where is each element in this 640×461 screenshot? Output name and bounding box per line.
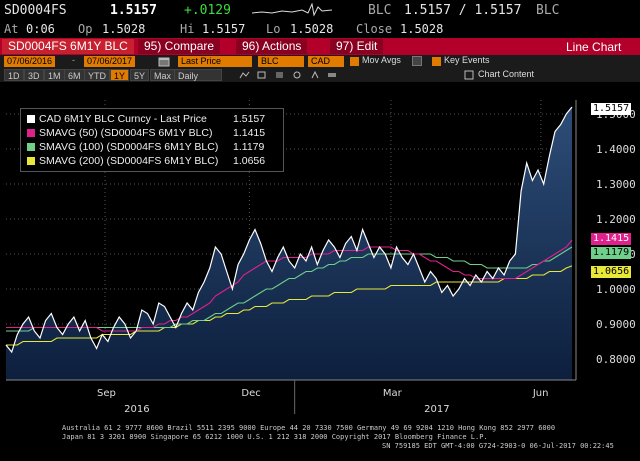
field-select[interactable]: Last Price: [178, 56, 252, 67]
legend-value: 1.0656: [233, 155, 266, 167]
series-line-price: [5, 106, 573, 354]
end-date-input[interactable]: 07/06/2017: [84, 56, 136, 67]
source-label: BLC: [368, 3, 392, 18]
price-tag: 1.0656: [591, 266, 632, 279]
series-line-sma50: [6, 239, 573, 332]
period-1d[interactable]: 1D: [4, 69, 24, 81]
high-label: Hi: [180, 22, 195, 36]
legend-item-sma50: SMAVG (50) (SD0004FS 6M1Y BLC) 1.1415: [27, 126, 265, 140]
key-events-label: Key Events: [444, 55, 490, 65]
legend-value: 1.1415: [233, 127, 266, 139]
legend-label: CAD 6M1Y BLC Curncy - Last Price: [39, 113, 207, 125]
x-tick-label: Dec: [241, 388, 260, 399]
price-area-fill: [6, 107, 572, 380]
legend-value: 1.1179: [233, 141, 265, 153]
x-tick-label: Sep: [97, 388, 116, 399]
y-tick-label: 0.9000: [596, 318, 636, 331]
series-line-sma200: [6, 265, 573, 346]
legend-swatch: [27, 115, 35, 124]
legend-label: SMAVG (200) (SD0004FS 6M1Y BLC): [39, 155, 219, 167]
chart-legend: CAD 6M1Y BLC Curncy - Last Price 1.5157 …: [20, 108, 284, 172]
actions-button[interactable]: 96) Actions: [236, 39, 308, 54]
legend-swatch: [27, 129, 35, 138]
ticker-symbol: SD0004FS: [4, 3, 67, 18]
y-tick-label: 1.2000: [596, 213, 636, 226]
currency-select[interactable]: CAD: [308, 56, 344, 67]
chart-tools-icons[interactable]: [238, 70, 338, 80]
security-field[interactable]: SD0004FS 6M1Y BLC: [2, 39, 134, 54]
price-change: +.0129: [184, 3, 231, 18]
y-tick-label: 0.8000: [596, 353, 636, 366]
chart-content-icon[interactable]: [464, 70, 474, 80]
date-separator: -: [72, 55, 75, 65]
at-label: At: [4, 22, 19, 36]
period-1m[interactable]: 1M: [44, 69, 65, 81]
series-lines: [5, 106, 573, 354]
source-label-2: BLC: [536, 3, 560, 18]
price-tag: 1.5157: [591, 102, 632, 115]
price-tag: 1.1415: [591, 233, 632, 246]
sparkline-icon: [252, 3, 332, 17]
mov-avgs-checkbox[interactable]: [350, 57, 359, 66]
x-tick-label: Mar: [383, 388, 403, 399]
low-label: Lo: [266, 22, 281, 36]
close-value: 1.5028: [400, 22, 444, 36]
view-title: Line Chart: [566, 40, 622, 54]
legend-swatch: [27, 157, 35, 166]
price-area: [6, 107, 572, 380]
bid-ask: 1.5157 / 1.5157: [404, 3, 522, 18]
legend-item-price: CAD 6M1Y BLC Curncy - Last Price 1.5157: [27, 112, 265, 126]
period-5y[interactable]: 5Y: [130, 69, 150, 81]
footer-contacts-1: Australia 61 2 9777 8600 Brazil 5511 239…: [62, 424, 556, 432]
legend-item-sma100: SMAVG (100) (SD0004FS 6M1Y BLC) 1.1179: [27, 140, 264, 154]
period-3d[interactable]: 3D: [24, 69, 44, 81]
period-bar: 1D 3D 1M 6M YTD 1Y 5Y Max Daily Chart Co…: [0, 68, 640, 82]
last-price: 1.5157: [110, 3, 157, 18]
legend-value: 1.5157: [233, 113, 266, 125]
at-time: 0:06: [26, 22, 55, 36]
series-line-sma100: [6, 246, 573, 332]
key-events-checkbox[interactable]: [432, 57, 441, 66]
function-toolbar: SD0004FS 6M1Y BLC 95) Compare 96) Action…: [0, 38, 640, 55]
start-date-input[interactable]: 07/06/2016: [4, 56, 56, 67]
y-tick-label: 1.3000: [596, 178, 636, 191]
edit-button[interactable]: 97) Edit: [330, 39, 384, 54]
quote-header: SD0004FS 1.5157 +.0129 BLC 1.5157 / 1.51…: [0, 0, 640, 20]
x-axis: Sep Dec Mar Jun 2016 2017: [6, 379, 576, 415]
legend-label: SMAVG (100) (SD0004FS 6M1Y BLC): [39, 141, 219, 153]
legend-swatch: [27, 143, 35, 152]
y-tick-label: 1.4000: [596, 143, 636, 156]
x-year-label: 2017: [424, 404, 449, 415]
compare-button[interactable]: 95) Compare: [138, 39, 221, 54]
footer-timestamp: SN 759185 EDT GMT-4:00 G724-2903-0 06-Ju…: [382, 442, 614, 450]
close-label: Close: [356, 22, 393, 36]
mov-avgs-label: Mov Avgs: [362, 55, 401, 65]
x-tick-label: Jun: [532, 388, 549, 399]
calendar-icon[interactable]: [158, 56, 170, 67]
price-tag: 1.1179: [591, 246, 632, 259]
frequency-select[interactable]: Daily: [174, 69, 222, 81]
source-select[interactable]: BLC: [258, 56, 304, 67]
high-value: 1.5157: [202, 22, 246, 36]
low-value: 1.5028: [290, 22, 334, 36]
y-tick-label: 1.0000: [596, 283, 636, 296]
legend-item-sma200: SMAVG (200) (SD0004FS 6M1Y BLC) 1.0656: [27, 154, 265, 168]
period-max[interactable]: Max: [150, 69, 176, 81]
chart-content-button[interactable]: Chart Content: [478, 69, 535, 79]
period-1y[interactable]: 1Y: [110, 69, 130, 81]
x-year-label: 2016: [124, 404, 149, 415]
period-ytd[interactable]: YTD: [84, 69, 110, 81]
open-label: Op: [78, 22, 93, 36]
legend-label: SMAVG (50) (SD0004FS 6M1Y BLC): [39, 127, 213, 139]
chart-controls: 07/06/2016 - 07/06/2017 Last Price BLC C…: [0, 55, 640, 68]
quote-stats: At 0:06 Op 1.5028 Hi 1.5157 Lo 1.5028 Cl…: [0, 20, 640, 38]
footer-contacts-2: Japan 81 3 3201 8900 Singapore 65 6212 1…: [62, 433, 488, 441]
settings-icon[interactable]: [412, 56, 422, 66]
open-value: 1.5028: [102, 22, 146, 36]
period-6m[interactable]: 6M: [64, 69, 85, 81]
